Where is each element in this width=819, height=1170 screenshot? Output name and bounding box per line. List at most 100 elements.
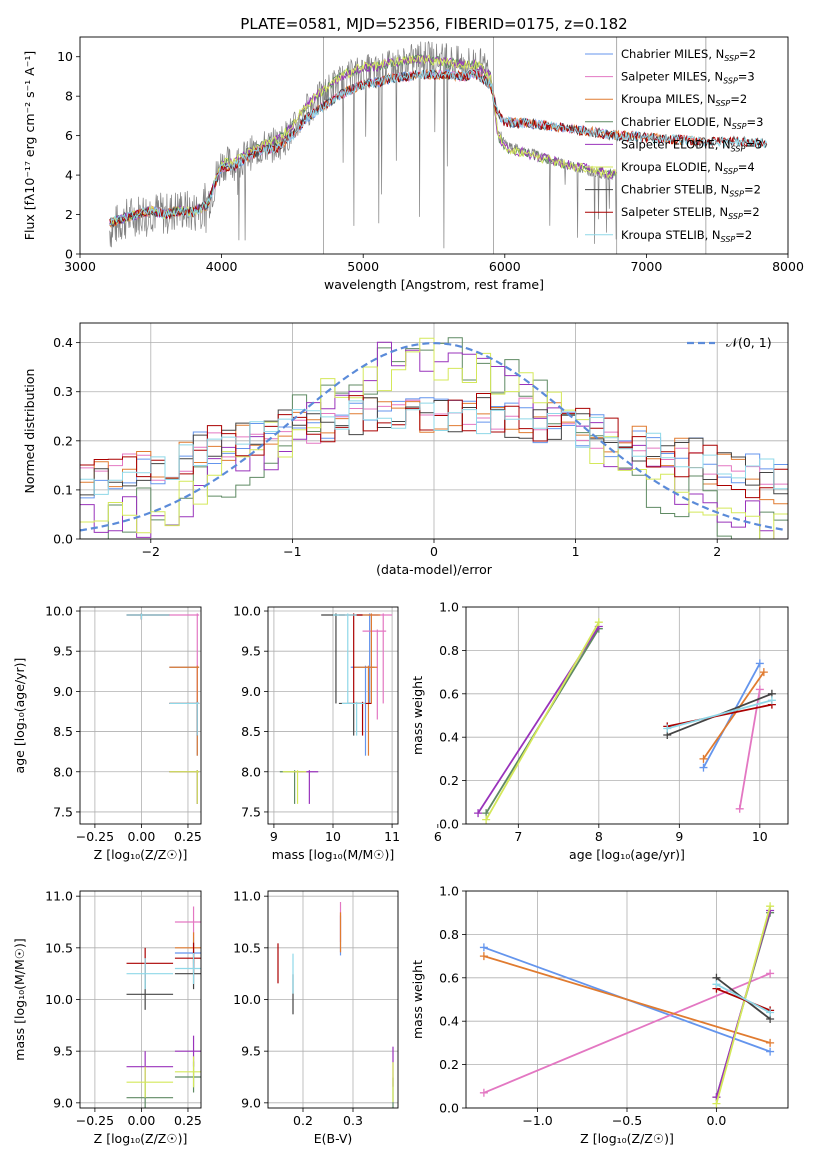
plot-area [80,891,201,1108]
y-tick-label: 10 [57,49,73,64]
data-point-marker [735,804,744,813]
plot-area [466,891,788,1108]
y-tick-label: 6 [65,128,73,143]
data-point-marker [759,668,768,677]
y-tick-label: 0.8 [439,927,459,942]
axes-frame [79,890,202,1109]
y-tick-label: 9.5 [241,1044,261,1059]
panel-2 [76,606,202,828]
data-point-marker [766,1038,775,1047]
histogram-step [80,400,788,495]
y-tick-label: 10.0 [233,992,261,1007]
y-tick-label: 9.5 [241,644,261,659]
legend-entry: Kroupa MILES, NSSP=2 [621,92,747,108]
weight-line [702,671,765,760]
weight-line [483,972,771,1094]
y-tick-label: 10.0 [45,604,73,619]
x-axis-label: Z [log₁₀(Z/Z☉)] [94,847,188,862]
histogram-step [80,337,788,539]
normal-reference-curve [80,342,786,532]
x-tick-label: 1 [572,544,580,559]
x-tick-label: 0.00 [128,829,156,844]
x-tick-label: −2 [142,544,160,559]
y-tick-label: 1.0 [439,884,459,899]
x-tick-label: −0.25 [76,1113,114,1128]
data-point-marker [766,1008,775,1017]
y-tick-label: 0.0 [439,817,459,832]
histogram-step [80,397,788,499]
y-tick-label: 0.3 [53,384,73,399]
axes-frame [79,322,789,540]
panel-6 [264,890,399,1112]
y-tick-label: 7.5 [53,804,73,819]
y-tick-label: 0.4 [439,730,459,745]
panel-7 [462,890,789,1112]
x-axis-label: mass [log₁₀(M/M☉)] [272,847,394,862]
legend-entry: Chabrier ELODIE, NSSP=3 [621,115,763,131]
plot-area [109,37,768,254]
data-point-marker [755,659,764,668]
x-tick-label: −0.5 [612,1113,642,1128]
y-tick-label: 9.0 [241,1095,261,1110]
y-axis-label: mass weight [410,676,425,755]
y-tick-label: 10.5 [233,940,261,955]
data-point-marker [479,1088,488,1097]
x-tick-label: 6 [434,829,442,844]
data-point-marker [479,952,488,961]
y-tick-label: 8.0 [241,764,261,779]
data-point-marker [712,1099,721,1108]
y-tick-label: 11.0 [45,889,73,904]
y-tick-label: 9.0 [241,684,261,699]
data-point-marker [766,902,775,911]
legend-entry: 𝒩(0, 1) [726,335,772,350]
x-axis-label: (data-model)/error [376,562,493,577]
weight-line [715,905,771,1104]
legend-entry: Chabrier MILES, NSSP=2 [621,47,756,63]
x-axis-label: wavelength [Angstrom, rest frame] [324,277,544,292]
model-spectrum-line [109,69,768,226]
y-tick-label: 8 [65,89,73,104]
y-axis-label: mass weight [410,960,425,1039]
y-tick-label: 0.0 [439,1101,459,1116]
weight-line [667,699,773,730]
y-tick-label: 9.5 [53,1044,73,1059]
x-tick-label: 0.00 [128,1113,156,1128]
y-tick-label: 4 [65,168,73,183]
plot-area [466,607,788,824]
x-tick-label: 5000 [347,259,379,274]
y-tick-label: 8.5 [53,724,73,739]
panel-0 [76,36,789,258]
x-tick-label: 0 [430,544,438,559]
y-tick-label: 0.2 [439,1057,459,1072]
weight-line [667,703,773,728]
y-tick-label: 8.0 [53,764,73,779]
legend-entry: Chabrier STELIB, NSSP=2 [621,183,761,199]
y-axis-label: mass [log₁₀(M/M☉)] [12,938,27,1060]
data-point-marker [699,763,708,772]
x-tick-label: 10 [752,829,768,844]
weight-line [483,955,771,1044]
y-tick-label: 0.8 [439,643,459,658]
y-tick-label: 0.2 [53,433,73,448]
legend-entry: Salpeter ELODIE, NSSP=3 [621,137,762,153]
data-point-marker [482,815,491,824]
x-tick-label: 0.3 [343,1113,363,1128]
y-axis-label: age [log₁₀(age/yr)] [12,658,27,774]
x-tick-label: 0.25 [174,829,202,844]
data-point-marker [755,685,764,694]
weight-line [716,987,771,1012]
y-tick-label: 0.6 [439,686,459,701]
plot-area [268,607,398,824]
data-point-marker [699,754,708,763]
axes-frame [465,890,789,1109]
y-tick-label: 1.0 [439,600,459,615]
weight-line [485,621,600,821]
x-axis-label: E(B-V) [314,1131,353,1146]
x-tick-label: 4000 [206,259,238,274]
legend-entry: Salpeter MILES, NSSP=3 [621,70,755,86]
data-point-marker [766,969,775,978]
weight-line [716,983,771,1014]
plot-area [80,323,788,539]
x-tick-label: 8000 [772,259,804,274]
